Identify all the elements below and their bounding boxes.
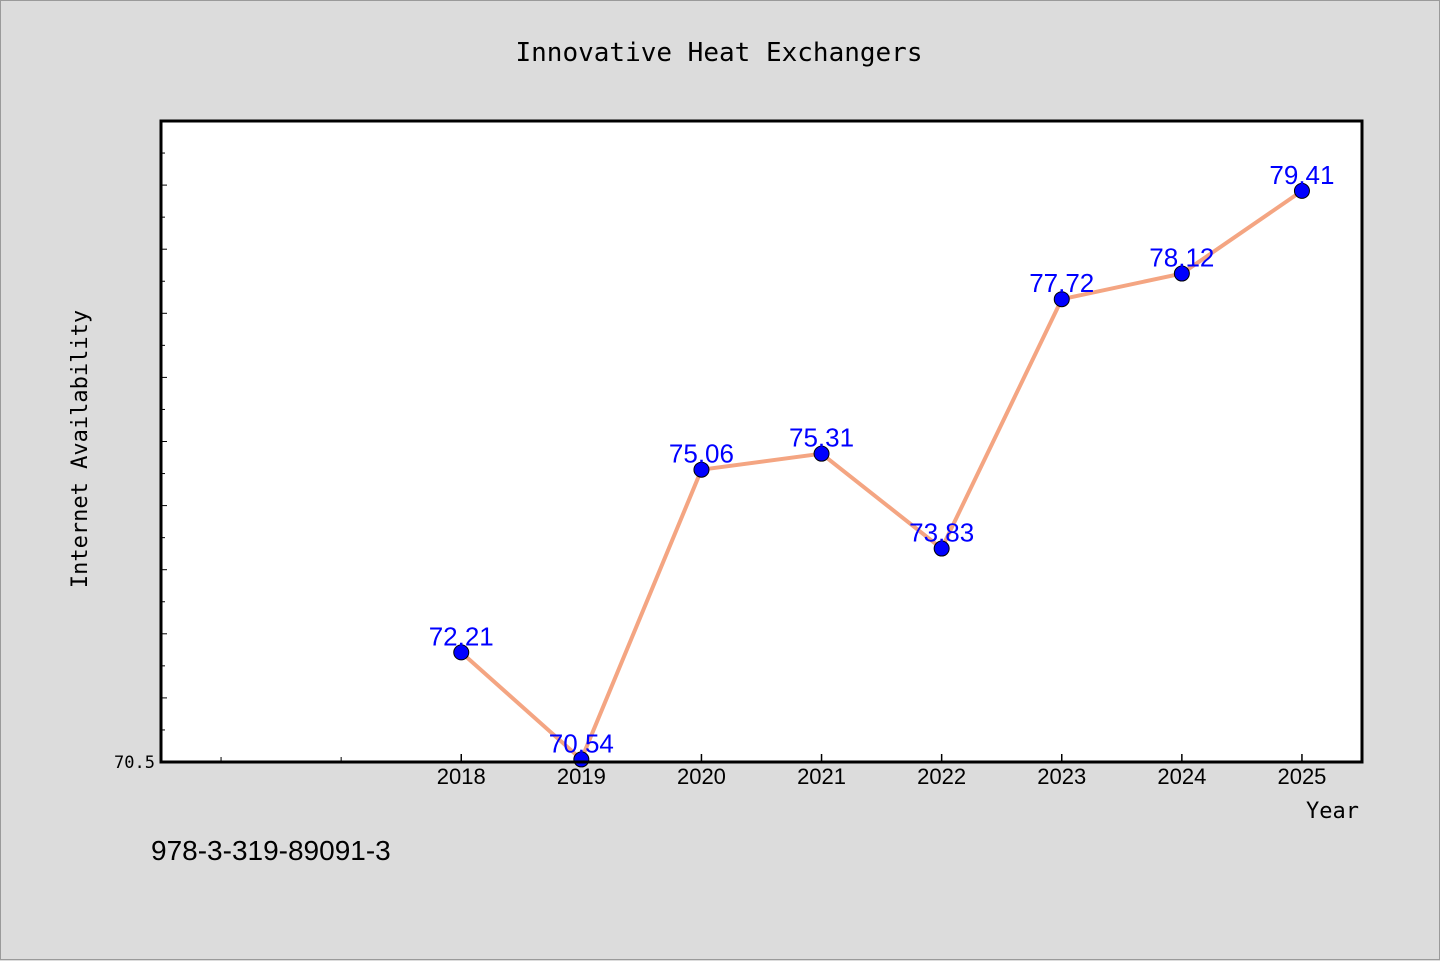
axes: 70.5 2018 2019 2020 2021 2022 2023 2024 2025 [114,120,1326,789]
data-label-group: 72.21 70.54 75.06 75.31 73.83 77.72 78.12 79.41 [429,160,1335,759]
x-tick-label: 2021 [797,764,846,789]
x-axis-label: Year [1306,799,1359,824]
x-tick-label: 2018 [437,764,486,789]
data-point-marker [933,540,950,557]
chart-title: Innovative Heat Exchangers [516,38,923,68]
y-tick-label: 70.5 [114,753,155,773]
data-point-marker [453,644,470,661]
x-tick-label: 2019 [557,764,606,789]
data-label: 75.31 [789,423,854,453]
data-point-marker [1173,265,1190,282]
data-point-marker [813,445,830,462]
x-tick-label: 2020 [677,764,726,789]
plot-area [161,121,1362,762]
x-tick-label: 2024 [1157,764,1206,789]
data-label: 72.21 [429,621,494,651]
series-line [459,189,1304,762]
footnote-isbn: 978-3-319-89091-3 [151,835,391,866]
plot-frame [159,119,1364,764]
data-point-marker [1053,291,1070,308]
x-tick-label: 2022 [917,764,966,789]
data-label: 77.72 [1029,268,1094,298]
data-label: 73.83 [909,518,974,548]
data-label: 70.54 [549,728,614,758]
x-tick-label: 2023 [1037,764,1086,789]
data-point-marker [1293,182,1310,199]
data-label: 79.41 [1269,160,1334,190]
marker-group [453,182,1310,768]
x-tick-label: 2025 [1277,764,1326,789]
y-axis-label: Internet Availability [68,310,93,588]
data-label: 75.06 [669,439,734,469]
data-label: 78.12 [1149,243,1214,273]
series-line-group [459,189,1304,762]
data-point-marker [693,461,710,478]
